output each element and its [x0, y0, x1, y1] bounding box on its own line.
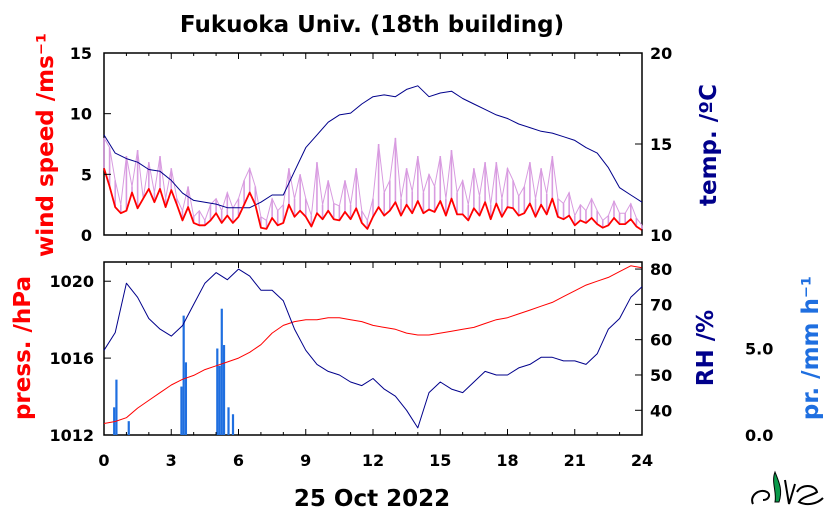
precip-axis-ticks: 0.0 5.0	[745, 340, 773, 446]
y-tick-label: 1016	[49, 349, 94, 368]
x-tick-label: 0	[98, 451, 109, 470]
x-tick-label: 15	[429, 451, 451, 470]
bottom-x-ticks: 0 3 6 9 12 15 18 21 24	[98, 262, 653, 470]
x-tick-label: 18	[496, 451, 518, 470]
y-tick-label: 40	[650, 401, 672, 420]
y-tick-label: 15	[70, 44, 92, 63]
precip-bar	[127, 421, 130, 435]
precip-bar	[180, 386, 183, 435]
temperature-line	[103, 85, 643, 209]
y-tick-label: 80	[650, 260, 672, 279]
wind-gust-series	[103, 137, 643, 231]
chart-title: Fukuoka Univ. (18th building)	[180, 12, 564, 38]
y-tick-label: 0	[81, 226, 92, 245]
x-tick-label: 24	[631, 451, 653, 470]
logo-icon	[751, 470, 824, 506]
x-tick-label: 9	[300, 451, 311, 470]
y-tick-label: 1012	[49, 426, 94, 445]
x-tick-label: 21	[564, 451, 586, 470]
precip-axis-label: pr. /mm h⁻¹	[798, 276, 824, 420]
temperature-series	[103, 85, 643, 209]
precip-bar	[115, 379, 118, 435]
y-tick-label: 70	[650, 295, 672, 314]
rh-axis-label: RH /%	[693, 310, 719, 386]
date-label: 25 Oct 2022	[294, 486, 450, 512]
relative-humidity-series	[103, 268, 643, 429]
rh-line	[103, 268, 643, 429]
x-tick-label: 6	[233, 451, 244, 470]
temperature-axis-label: temp. /ºC	[696, 84, 722, 206]
y-tick-label: 1020	[49, 272, 94, 291]
wind-speed-axis-ticks: 0 5 10 15	[70, 44, 111, 245]
precip-bar	[227, 407, 230, 435]
precip-bar	[218, 365, 221, 435]
y-tick-label: 60	[650, 331, 672, 350]
precip-bar	[231, 414, 235, 435]
y-tick-label: 20	[650, 44, 672, 63]
y-tick-label: 15	[650, 135, 672, 154]
precip-bar	[182, 315, 185, 435]
wind-speed-series	[103, 168, 643, 231]
top-panel: 0 5 10 15 10 15 20 wind speed /ms⁻¹ temp. /ºC	[33, 33, 722, 257]
y-tick-label: 0.0	[745, 426, 773, 445]
y-tick-label: 10	[70, 105, 92, 124]
precip-bar	[113, 407, 116, 435]
pressure-axis-ticks: 1012 1016 1020	[49, 272, 111, 445]
wind-speed-line	[103, 168, 643, 231]
y-tick-label: 10	[650, 226, 672, 245]
precip-bar	[216, 348, 219, 435]
temperature-axis-ticks: 10 15 20	[635, 44, 672, 245]
gust-line	[103, 137, 643, 226]
wind-speed-axis-label: wind speed /ms⁻¹	[33, 33, 59, 257]
precip-bar	[184, 362, 188, 435]
precip-bar	[222, 345, 226, 435]
y-tick-label: 5	[81, 165, 92, 184]
top-x-ticks	[103, 53, 643, 235]
x-tick-label: 12	[362, 451, 384, 470]
y-tick-label: 5.0	[745, 340, 773, 359]
bottom-panel: 0 3 6 9 12 15 18 21 24 1012 1016 1020 40 50 60 70 80 0…	[10, 260, 824, 512]
pressure-axis-label: press. /hPa	[10, 276, 36, 420]
pressure-series	[103, 265, 643, 424]
precipitation-series	[113, 308, 235, 435]
precip-bar	[220, 308, 223, 435]
pressure-line	[103, 265, 643, 424]
x-tick-label: 3	[166, 451, 177, 470]
rh-axis-ticks: 40 50 60 70 80	[635, 260, 672, 420]
y-tick-label: 50	[650, 366, 672, 385]
